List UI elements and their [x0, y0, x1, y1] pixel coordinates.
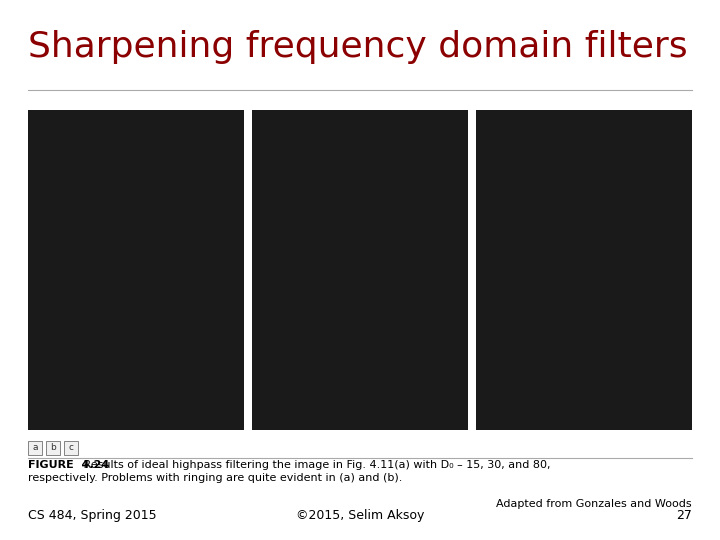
- Bar: [64, 441, 78, 455]
- Text: CS 484, Spring 2015: CS 484, Spring 2015: [28, 509, 157, 522]
- Bar: [28, 441, 42, 455]
- Text: a: a: [32, 443, 37, 453]
- Bar: [46, 441, 60, 455]
- Text: Results of ideal highpass filtering the image in Fig. 4.11(a) with D₀ – 15, 30, : Results of ideal highpass filtering the …: [80, 460, 551, 470]
- Text: c: c: [68, 443, 73, 453]
- Text: Sharpening frequency domain filters: Sharpening frequency domain filters: [28, 30, 688, 64]
- Text: respectively. Problems with ringing are quite evident in (a) and (b).: respectively. Problems with ringing are …: [28, 473, 402, 483]
- Bar: [28, 110, 244, 430]
- Text: ©2015, Selim Aksoy: ©2015, Selim Aksoy: [296, 509, 424, 522]
- Text: 27: 27: [676, 509, 692, 522]
- Text: FIGURE  4.24: FIGURE 4.24: [28, 460, 109, 470]
- Text: b: b: [50, 443, 56, 453]
- Text: Adapted from Gonzales and Woods: Adapted from Gonzales and Woods: [496, 499, 692, 509]
- Bar: [252, 110, 468, 430]
- Bar: [476, 110, 692, 430]
